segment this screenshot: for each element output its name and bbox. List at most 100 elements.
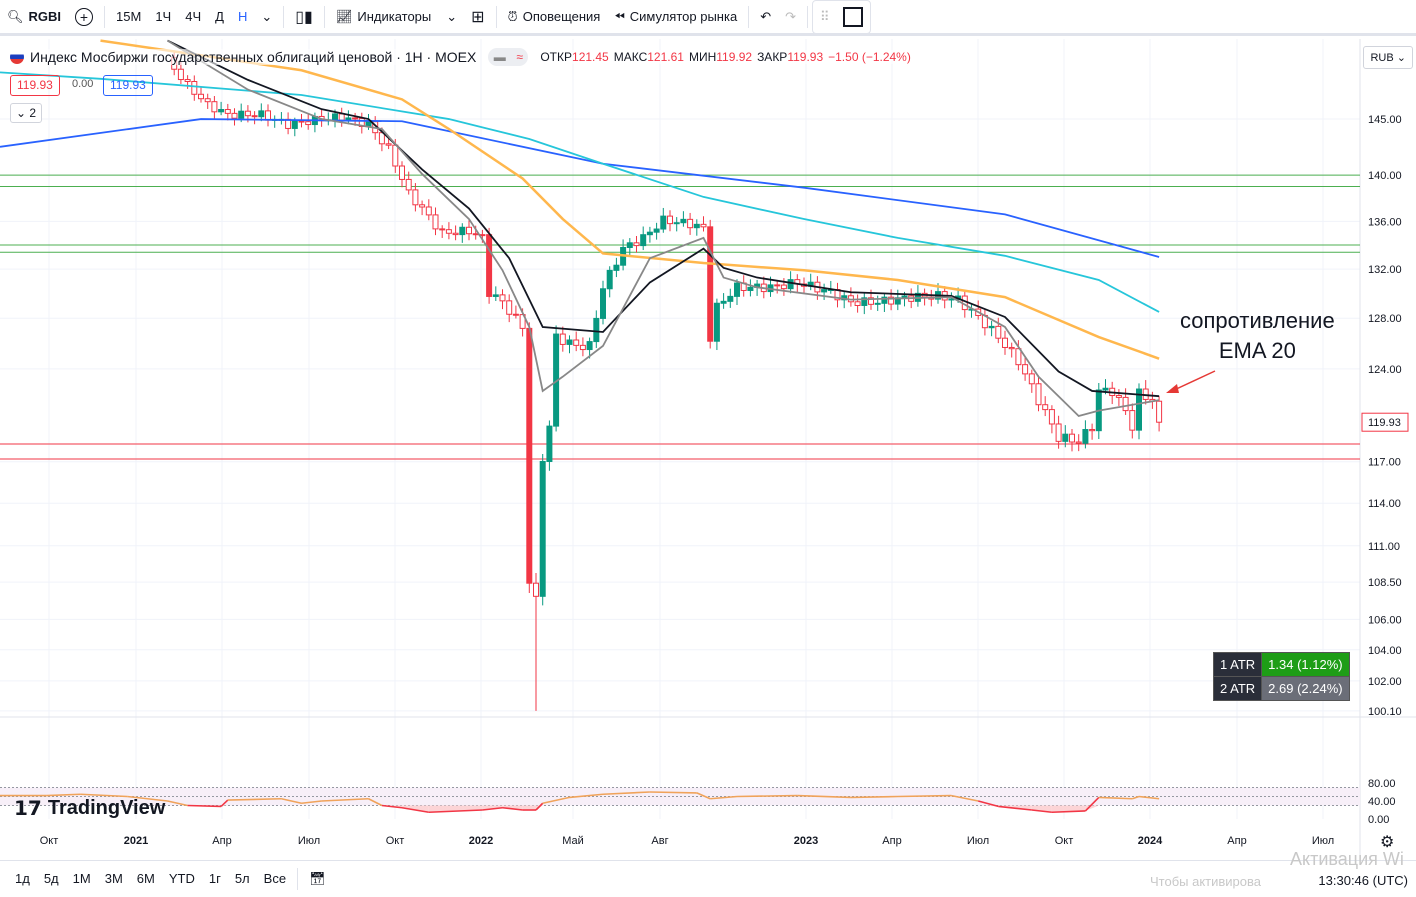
candle-body (466, 226, 472, 235)
compare-button[interactable]: + (68, 0, 100, 35)
candle-body (265, 110, 271, 121)
arrow-head-icon (1166, 384, 1179, 393)
annotation-line-2: EMA 20 (1218, 338, 1296, 363)
replay-button[interactable]: ⏪︎ Симулятор рынка (614, 8, 738, 25)
candle-body (1089, 429, 1096, 432)
rsi-oversold-fill (428, 805, 483, 813)
chart-type-button[interactable]: ▯▮ (288, 0, 320, 35)
redo-button[interactable]: ↷ (778, 0, 803, 35)
interval-dropdown[interactable]: ⌄ (254, 0, 279, 35)
candle-body (385, 143, 392, 146)
undo-button[interactable]: ↶ (753, 0, 778, 35)
annotation-line-1: сопротивление (1180, 308, 1335, 333)
candle-body (1042, 404, 1049, 411)
atr-table: 1 ATR 1.34 (1.12%) 2 ATR 2.69 (2.24%) (1212, 652, 1350, 701)
candle-body (539, 460, 546, 597)
rsi-line-segment (951, 794, 979, 802)
range-5d[interactable]: 5д (43, 871, 59, 886)
interval-day[interactable]: Д (215, 9, 224, 24)
candle-body (1055, 423, 1062, 442)
candle-body (204, 98, 211, 103)
candle-body (419, 204, 426, 208)
interval-15m[interactable]: 15M (116, 9, 142, 24)
time-axis-label: Авг (651, 835, 668, 847)
candle-body (1075, 441, 1082, 444)
bottom-toolbar: 1д 5д 1М 3М 6М YTD 1г 5л Все 📅︎ (0, 860, 1416, 896)
rsi-line-segment (368, 798, 383, 807)
price-axis-label: 114.00 (1368, 498, 1401, 510)
high-value: 121.61 (647, 50, 684, 64)
currency-select[interactable]: RUB ⌄ (1363, 46, 1413, 69)
ema50-line (100, 39, 1160, 360)
close-value: 119.93 (787, 50, 824, 64)
symbol-search[interactable]: 🔍︎ RGBI (7, 8, 62, 25)
interval-1h[interactable]: 1Ч (155, 9, 172, 24)
candle-body (888, 296, 895, 305)
windows-activation-subtext: Чтобы активирова (1150, 874, 1262, 889)
candle-body (1115, 395, 1122, 398)
range-5y[interactable]: 5л (234, 871, 250, 886)
search-icon: 🔍︎ (7, 8, 24, 24)
range-1m[interactable]: 1М (72, 871, 91, 886)
candle-body (405, 178, 412, 191)
candle-body (425, 206, 432, 216)
atr-label: 2 ATR (1212, 676, 1263, 701)
alerts-button[interactable]: ⏰︎ Оповещения (507, 8, 601, 25)
tradingview-logo[interactable]: 𝟭𝟳 TradingView (14, 797, 166, 820)
range-ytd[interactable]: YTD (168, 871, 195, 886)
range-6m[interactable]: 6М (136, 871, 155, 886)
ema200-line (0, 118, 1160, 258)
price-axis-label: 132.00 (1368, 264, 1402, 276)
candle-body (613, 264, 620, 271)
candle-body (660, 215, 667, 230)
candle-body (687, 218, 694, 229)
rsi-line-segment (281, 797, 302, 805)
price-chart[interactable]: 145.00 140.00 136.00 132.00 128.00 124.00 117.… (0, 39, 1416, 860)
time-axis-label: Июл (298, 835, 320, 847)
interval-week[interactable]: Н (237, 9, 248, 24)
windows-activation-watermark: Активация Wi (1290, 849, 1404, 869)
atr-row: 2 ATR 2.69 (2.24%) (1212, 676, 1350, 701)
atr-label: 1 ATR (1212, 652, 1263, 677)
range-3m[interactable]: 3М (104, 871, 123, 886)
sell-button[interactable]: 119.93 (10, 75, 60, 96)
range-all[interactable]: Все (263, 871, 287, 886)
ema20-line (167, 39, 1160, 398)
candle-body (352, 117, 359, 120)
rsi-line-segment (401, 806, 429, 814)
candle-body (177, 68, 184, 81)
range-1y[interactable]: 1г (208, 871, 221, 886)
candle-body (593, 317, 600, 343)
candle-body (332, 113, 338, 121)
candle-body (432, 214, 439, 230)
collapse-indicators-button[interactable]: ⌄ 2 (10, 103, 43, 123)
indicators-button[interactable]: 📈︎ Индикаторы ⌄ (335, 8, 458, 25)
candle-body (1028, 373, 1035, 385)
select-frame-icon (842, 6, 863, 27)
rsi-line-segment (998, 805, 1032, 811)
price-axis-label: 136.00 (1368, 216, 1402, 228)
goto-date-button[interactable]: 📅︎ (302, 861, 333, 897)
candle-body (559, 333, 566, 345)
annotation-text: сопротивление EMA 20 (1180, 306, 1335, 366)
candle-body (298, 120, 305, 123)
buy-button[interactable]: 119.93 (103, 75, 153, 96)
rsi-line-segment (535, 802, 544, 811)
candle-body (734, 282, 740, 297)
candle-body (1136, 388, 1142, 431)
chevron-down-icon: ⌄ (446, 8, 458, 24)
rsi-line-segment (227, 797, 282, 801)
candle-body (653, 228, 660, 233)
candle-body (854, 301, 861, 306)
candle-body (1035, 383, 1042, 406)
range-1d[interactable]: 1д (15, 871, 30, 886)
templates-button[interactable]: ⊞ (464, 0, 491, 35)
candle-body (512, 313, 519, 316)
candle-body (747, 286, 754, 291)
fullscreen-button[interactable]: ⠿ (812, 0, 871, 34)
ema100-line (0, 71, 1160, 313)
legend-toggle[interactable]: ▬ ≈ (488, 48, 529, 66)
atr-value: 1.34 (1.12%) (1261, 652, 1350, 677)
settings-icon[interactable]: ⚙︎ (1380, 834, 1395, 851)
interval-4h[interactable]: 4Ч (185, 9, 202, 24)
